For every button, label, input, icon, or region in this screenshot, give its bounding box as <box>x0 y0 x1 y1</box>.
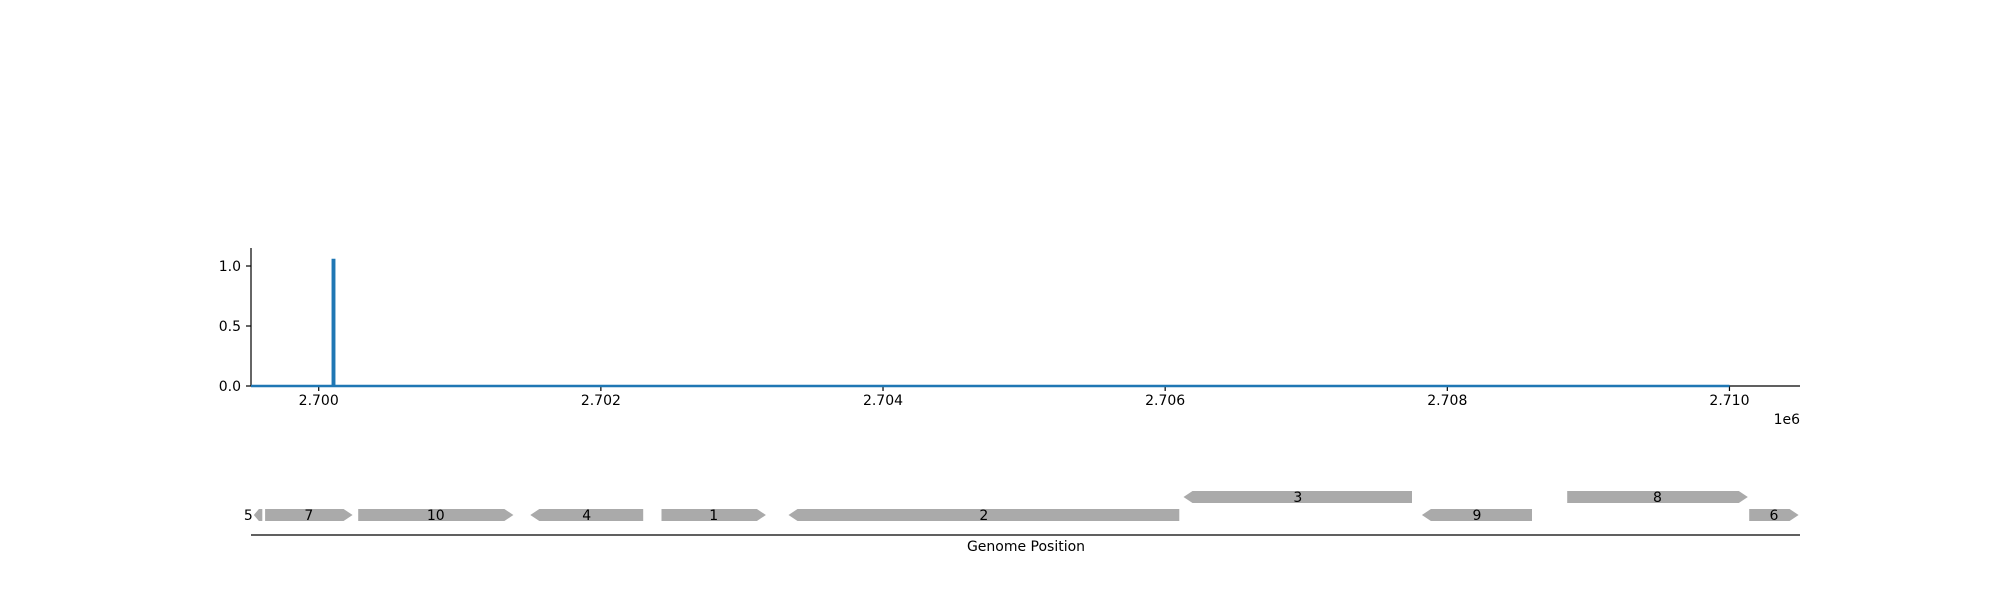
genes: 5 7 10 4 1 2 3 9 8 6 <box>244 490 1799 524</box>
x-ticks: 2.700 2.702 2.704 2.706 2.708 2.710 <box>299 386 1750 409</box>
gene-arrow <box>1749 509 1799 521</box>
gene-label: 1 <box>709 508 718 524</box>
gene-arrow <box>661 509 766 521</box>
coverage-series-line <box>251 258 1730 388</box>
x-tick-label: 2.700 <box>299 393 339 409</box>
gene-label: 9 <box>1472 508 1481 524</box>
gene-track: 5 7 10 4 1 2 3 9 8 6 Genome Position <box>244 490 1800 555</box>
gene-label: 8 <box>1653 490 1662 506</box>
gene-arrow <box>265 509 353 521</box>
gene-label: 5 <box>244 508 253 524</box>
gene-arrow <box>1567 491 1748 503</box>
y-tick-label: 1.0 <box>219 259 241 275</box>
gene-label: 3 <box>1293 490 1302 506</box>
y-tick-label: 0.0 <box>219 379 241 395</box>
gene-arrow <box>1183 491 1412 503</box>
gene-track-xlabel: Genome Position <box>967 539 1085 555</box>
gene-arrow <box>358 509 514 521</box>
x-tick-label: 2.702 <box>581 393 621 409</box>
y-tick-label: 0.5 <box>219 319 241 335</box>
y-ticks: 0.0 0.5 1.0 <box>219 259 251 395</box>
coverage-plot: 0.0 0.5 1.0 2.700 2.702 2.704 2.706 2.708 2.710… <box>219 248 1800 428</box>
x-tick-label: 2.706 <box>1145 393 1185 409</box>
x-tick-label: 2.704 <box>863 393 903 409</box>
x-offset-label: 1e6 <box>1774 412 1801 428</box>
gene-label: 7 <box>304 508 313 524</box>
gene-label: 10 <box>427 508 445 524</box>
gene-label: 6 <box>1769 508 1778 524</box>
gene-arrow <box>530 509 644 521</box>
gene-arrow <box>788 509 1180 521</box>
x-tick-label: 2.708 <box>1427 393 1467 409</box>
gene-label: 2 <box>979 508 988 524</box>
gene-arrow <box>253 509 263 521</box>
gene-label: 4 <box>582 508 591 524</box>
gene-arrow <box>1421 509 1532 521</box>
x-tick-label: 2.710 <box>1709 393 1749 409</box>
